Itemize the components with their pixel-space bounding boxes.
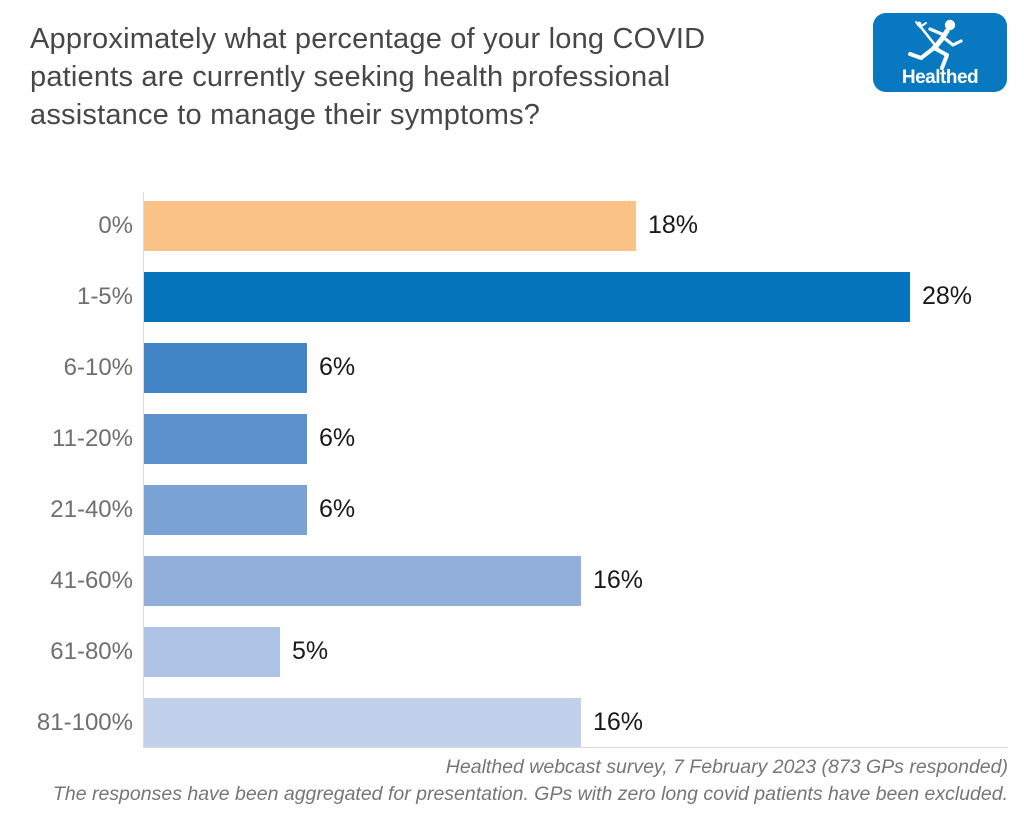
bar-row: 41-60% 16% <box>0 545 1008 616</box>
y-axis-line <box>143 192 144 748</box>
bar[interactable] <box>143 555 581 606</box>
chart-title-line-2: patients are currently seeking health pr… <box>30 61 671 93</box>
bar-plot-area: 18% <box>143 190 1008 261</box>
bar-plot-area: 16% <box>143 545 1008 616</box>
category-label: 0% <box>98 211 133 239</box>
bar[interactable] <box>143 200 636 251</box>
bar-plot-area: 28% <box>143 261 1008 332</box>
bar-plot-area: 16% <box>143 687 1008 758</box>
bar-chart: 0% 18% 1-5% 28% 6-10% 6% 11-20% 6% 21-40… <box>0 190 1008 758</box>
bar[interactable] <box>143 697 581 748</box>
bar-row: 6-10% 6% <box>0 332 1008 403</box>
category-label: 21-40% <box>50 495 133 523</box>
bar-row: 21-40% 6% <box>0 474 1008 545</box>
bar[interactable] <box>143 342 307 393</box>
chart-title: Approximately what percentage of your lo… <box>30 20 705 134</box>
source-note: Healthed webcast survey, 7 February 2023… <box>445 756 1008 778</box>
bar-plot-area: 6% <box>143 403 1008 474</box>
chart-title-line-3: assistance to manage their symptoms? <box>30 99 541 131</box>
category-label: 61-80% <box>50 637 133 665</box>
bar-plot-area: 5% <box>143 616 1008 687</box>
bar-row: 81-100% 16% <box>0 687 1008 758</box>
logo-wordmark: Healthed <box>902 67 978 88</box>
value-label: 6% <box>319 353 356 381</box>
bar-row: 11-20% 6% <box>0 403 1008 474</box>
value-label: 6% <box>319 495 356 523</box>
bar[interactable] <box>143 484 307 535</box>
bar-row: 61-80% 5% <box>0 616 1008 687</box>
bar[interactable] <box>143 271 910 322</box>
value-label: 16% <box>593 566 644 594</box>
healthed-logo-image: Healthed <box>873 13 1007 92</box>
category-label: 41-60% <box>50 566 133 594</box>
value-label: 16% <box>593 708 644 736</box>
bar-row: 1-5% 28% <box>0 261 1008 332</box>
category-label: 11-20% <box>52 424 133 452</box>
chart-footer: Healthed webcast survey, 7 February 2023… <box>16 754 1008 808</box>
methodology-note: The responses have been aggregated for p… <box>52 783 1008 805</box>
healthed-logo: Healthed <box>873 13 1007 92</box>
bar-plot-area: 6% <box>143 332 1008 403</box>
category-label: 81-100% <box>36 708 133 736</box>
value-label: 18% <box>648 211 699 239</box>
bar-rows: 0% 18% 1-5% 28% 6-10% 6% 11-20% 6% 21-40… <box>0 190 1008 758</box>
bar-plot-area: 6% <box>143 474 1008 545</box>
value-label: 28% <box>922 282 973 310</box>
category-label: 6-10% <box>63 353 133 381</box>
value-label: 6% <box>319 424 356 452</box>
value-label: 5% <box>292 637 329 665</box>
x-axis-line <box>143 747 1008 748</box>
category-label: 1-5% <box>76 282 133 310</box>
chart-title-line-1: Approximately what percentage of your lo… <box>30 23 706 55</box>
hermes-caduceus-runner-icon <box>908 19 963 70</box>
bar[interactable] <box>143 413 307 464</box>
bar[interactable] <box>143 626 280 677</box>
bar-row: 0% 18% <box>0 190 1008 261</box>
